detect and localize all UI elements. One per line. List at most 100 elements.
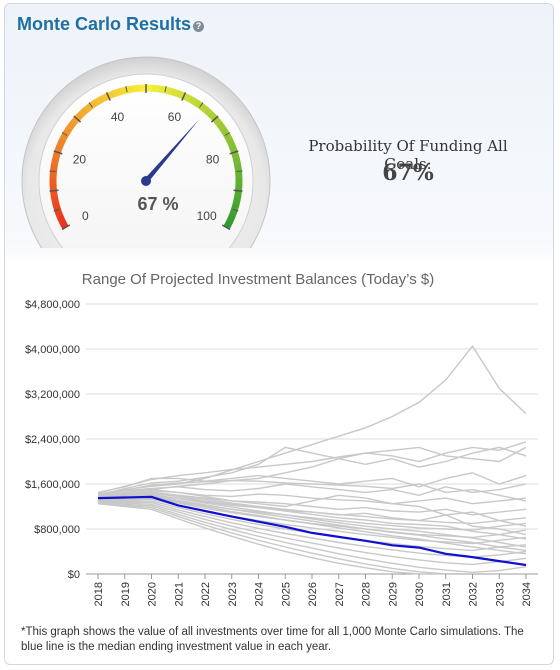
gauge-band-segment	[203, 107, 214, 117]
simulation-line	[97, 344, 527, 495]
gauge-tick	[61, 224, 71, 231]
gauge-tick-label: 40	[111, 110, 125, 124]
y-tick-label: $3,200,000	[25, 389, 80, 401]
gauge-band-segment	[83, 102, 94, 113]
gauge-band-segment	[89, 98, 99, 109]
chart-footnote: *This graph shows the value of all inves…	[21, 626, 524, 653]
gauge-tick	[125, 86, 128, 93]
gauge-band-segment	[62, 126, 72, 137]
gauge-band-segment	[112, 88, 122, 97]
gauge-ticks	[49, 84, 243, 231]
median-line-group	[97, 495, 527, 567]
gauge-band-segment	[106, 90, 116, 100]
y-tick-label: $4,000,000	[25, 344, 80, 356]
gauge-band-segment	[234, 164, 243, 172]
x-tick-label: 2023	[227, 582, 239, 606]
chart-title: Range Of Projected Investment Balances (…	[82, 271, 434, 288]
gauge-band-segment	[50, 196, 60, 205]
x-tick-label: 2025	[280, 582, 292, 606]
simulation-line	[97, 496, 527, 555]
gauge-tick	[53, 150, 63, 155]
x-axis-ticks: 2018 2019 2020 2021 2022 2023 2024 2025 2026 2027…	[93, 574, 533, 606]
question-mark-icon[interactable]: ?	[193, 21, 205, 32]
gauge-tick	[236, 170, 243, 172]
gauge-band-segment	[152, 84, 160, 93]
simulation-line	[97, 441, 527, 496]
x-tick-label: 2030	[414, 582, 426, 606]
simulation-line	[97, 492, 527, 540]
gauge-tick	[199, 102, 204, 108]
x-tick-label: 2024	[254, 582, 266, 606]
gauge-band-segment	[56, 138, 66, 148]
gauge-tick	[105, 92, 111, 101]
x-tick-label: 2033	[494, 582, 506, 606]
simulation-line	[97, 446, 527, 498]
gauge-band-segment	[232, 157, 242, 166]
balances-chart: Range Of Projected Investment Balances (…	[25, 271, 538, 606]
x-tick-label: 2018	[93, 582, 105, 606]
gauge-band-segment	[132, 84, 141, 93]
simulation-line	[97, 501, 527, 574]
gauge-tick	[73, 115, 82, 123]
x-tick-label: 2022	[200, 582, 212, 606]
gauge-band-segment	[198, 102, 209, 113]
gauge-tick	[49, 189, 59, 192]
simulation-line	[97, 501, 527, 566]
x-tick-label: 2032	[468, 582, 480, 606]
x-tick-label: 2021	[173, 582, 185, 606]
gauge-band-segment	[119, 86, 128, 95]
x-tick-label: 2031	[441, 582, 453, 606]
gauge-band-segment	[234, 190, 242, 199]
gauge-tick	[88, 102, 93, 108]
gauge-tick-label: 60	[168, 110, 182, 124]
gauge-tick	[232, 208, 239, 212]
simulation-line	[97, 479, 527, 502]
y-tick-label: $1,600,000	[25, 479, 80, 491]
gauge-band-segment	[59, 219, 69, 230]
gauge-tick-label: 100	[197, 209, 217, 223]
simulation-line	[97, 488, 527, 527]
probability-label: Probability Of Funding All Goals:	[308, 137, 508, 173]
median-line	[97, 495, 527, 567]
gauge-tick	[210, 115, 219, 123]
gauge-tick	[49, 170, 56, 172]
gauge-band-segment	[50, 157, 60, 166]
x-tick-label: 2026	[307, 582, 319, 606]
gauge-band-segment	[226, 214, 236, 224]
gauge-band-segment	[54, 208, 64, 218]
panel-title: Monte Carlo Results ?	[17, 14, 205, 35]
gauge-needle-hub	[141, 176, 151, 186]
gauge-band-segment	[220, 127, 230, 137]
gauge-tick	[224, 132, 231, 136]
gauge-band-segment	[50, 163, 58, 172]
gauge-band-segment	[56, 214, 66, 224]
simulation-line	[97, 493, 527, 548]
gauge-tick	[181, 92, 187, 101]
y-tick-label: $2,400,000	[25, 434, 80, 446]
gauge-band-segment	[231, 202, 240, 212]
gauge-band-segment	[212, 116, 223, 127]
gauge-tick-label: 0	[82, 209, 89, 223]
gauge-tick	[53, 208, 60, 212]
x-tick-label: 2019	[120, 582, 132, 606]
gauge-tick-label: 80	[206, 152, 220, 166]
gauge-band-segment	[78, 106, 89, 117]
y-tick-label: $800,000	[34, 524, 80, 536]
gauge-band-segment	[59, 132, 69, 142]
gauge-band-segment	[54, 144, 64, 154]
panel-title-text: Monte Carlo Results	[17, 14, 192, 34]
gauge-value-label: 67 %	[137, 194, 178, 214]
gauge-band-segment	[187, 95, 198, 106]
gauge-band-segment	[65, 121, 76, 131]
simulation-line	[97, 495, 527, 552]
simulation-lines	[97, 344, 527, 575]
gauge-band-segment	[228, 208, 238, 218]
gauge-tick	[221, 224, 231, 231]
gauge-band-segment	[193, 99, 203, 109]
y-tick-label: $0	[68, 569, 80, 581]
gauge-band-segment	[170, 88, 180, 98]
probability-gauge: 0 20 40 60 80 100 67 %	[21, 56, 271, 248]
x-tick-label: 2020	[147, 582, 159, 606]
simulation-line	[97, 446, 527, 494]
simulation-line	[97, 503, 526, 575]
